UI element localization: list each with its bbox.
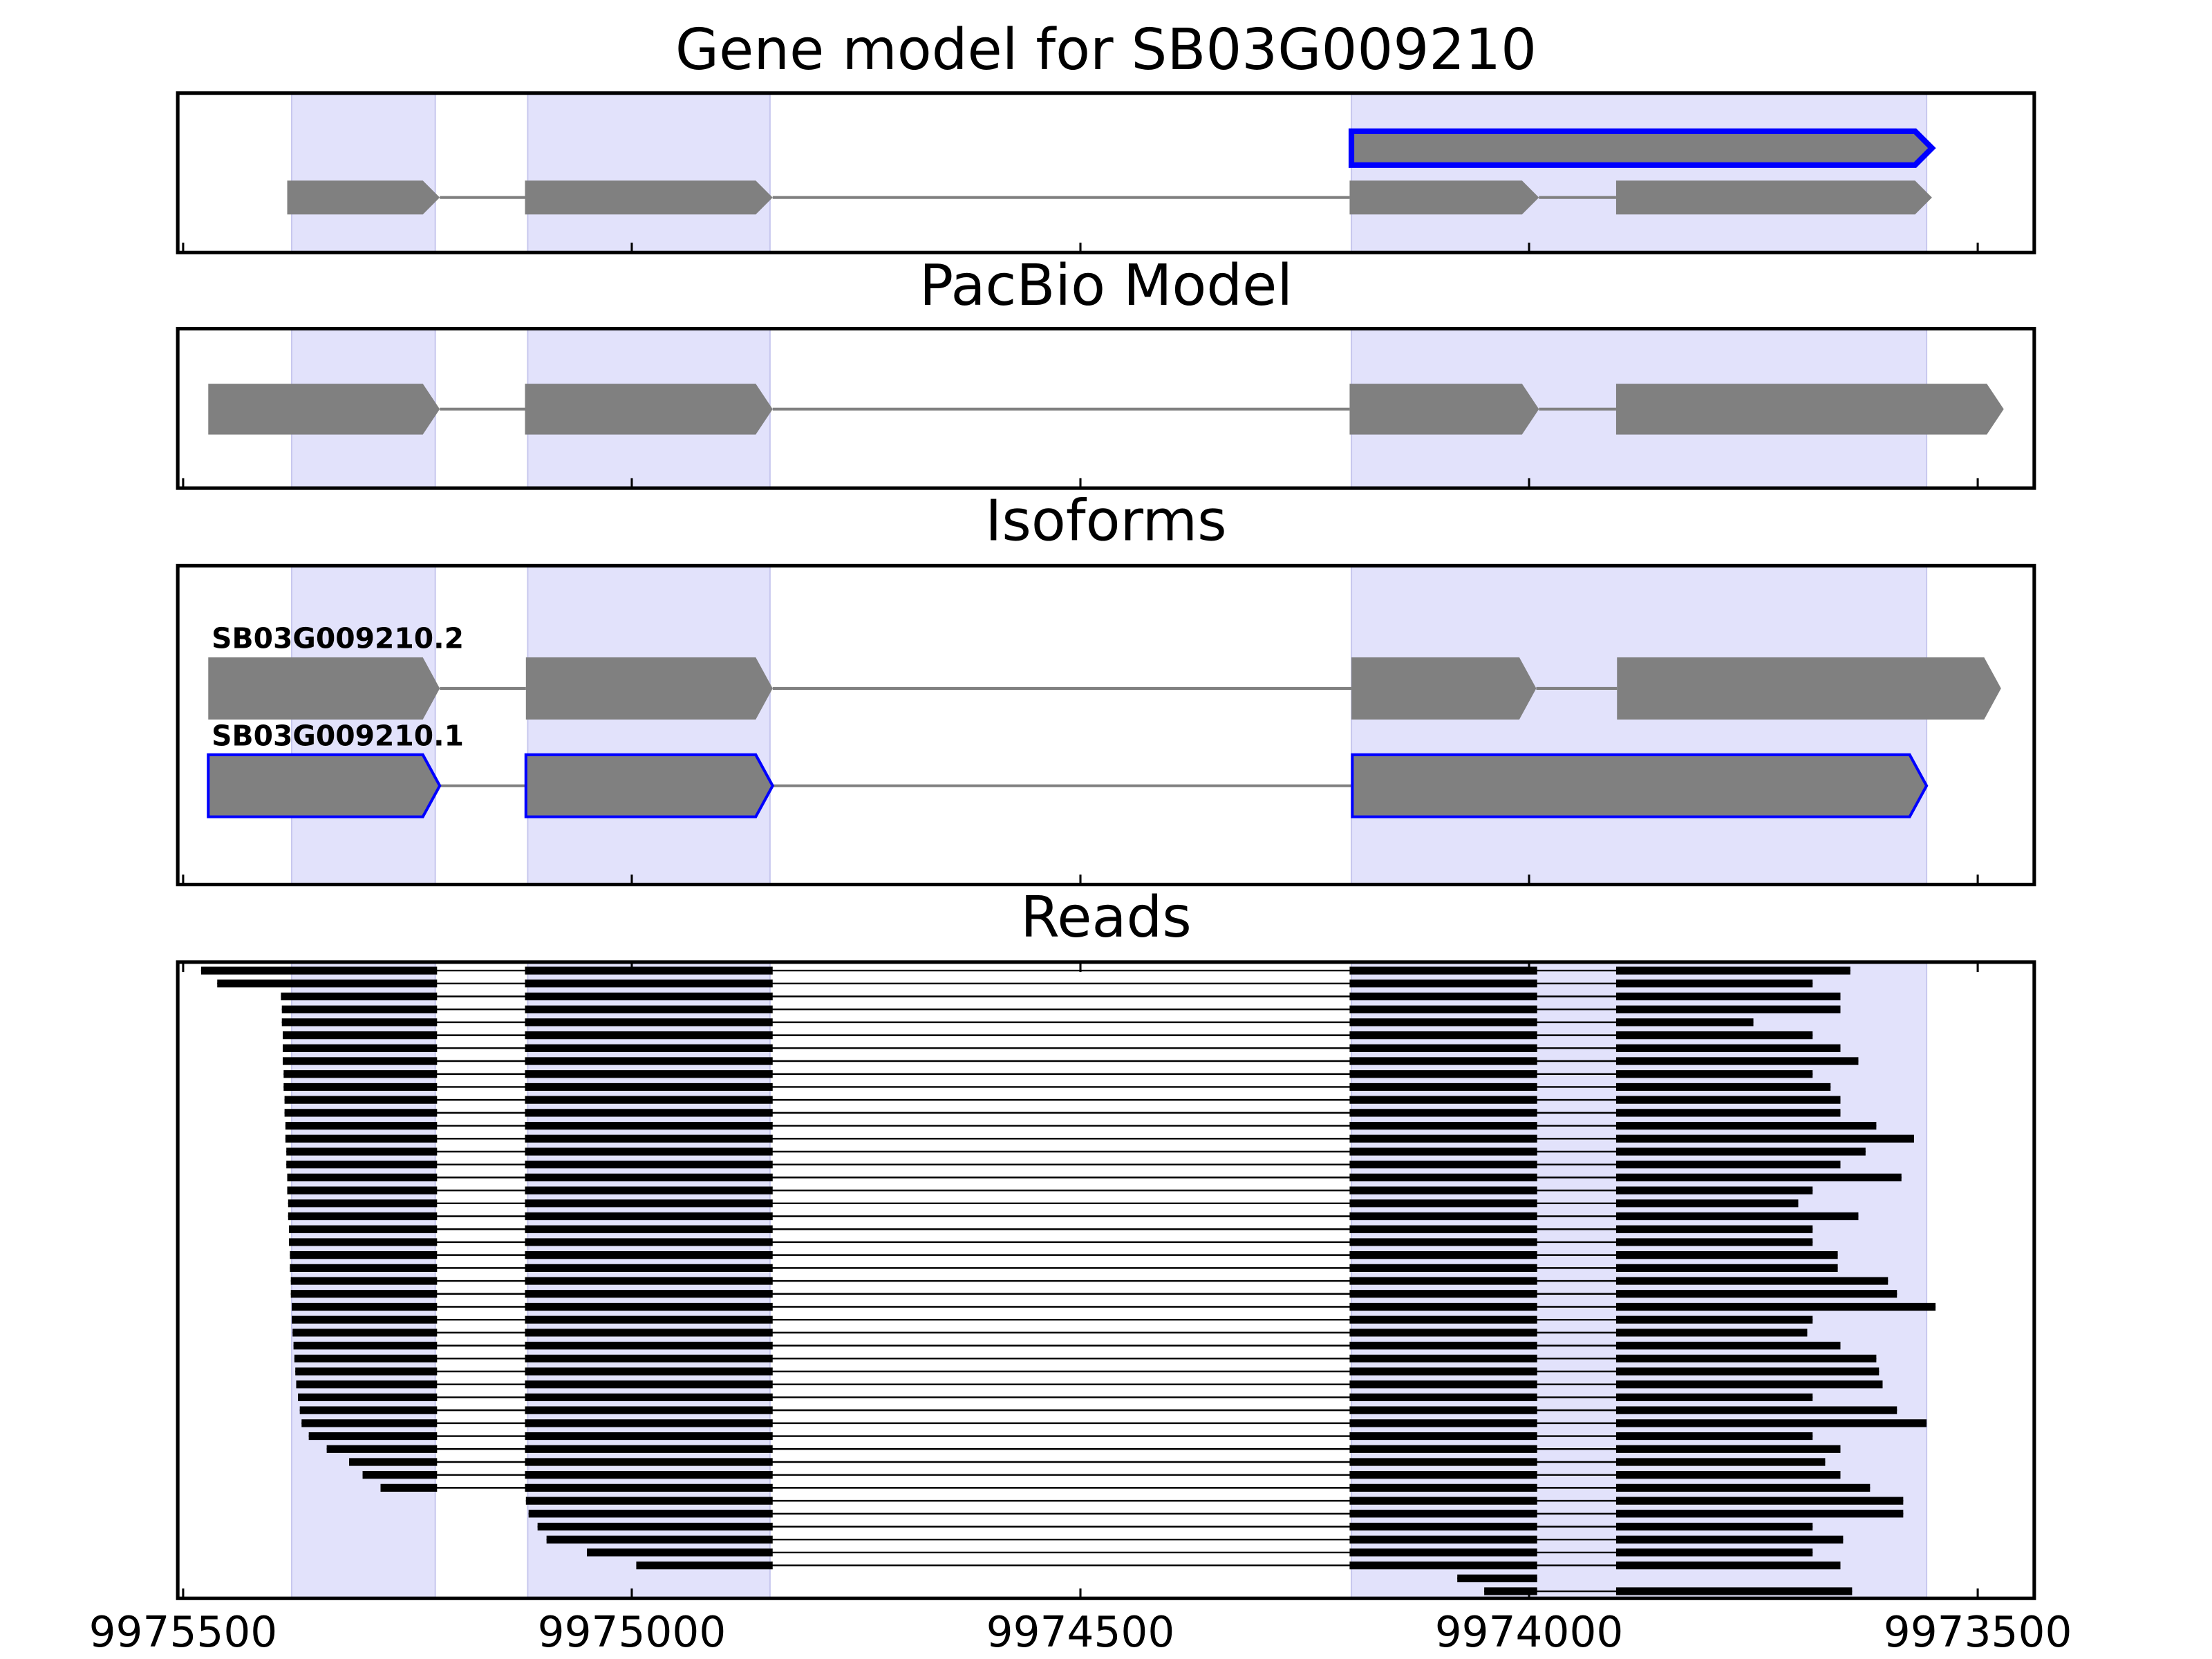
exon [1349, 180, 1539, 215]
exon-shade [290, 565, 436, 885]
exon [1615, 384, 2004, 435]
exon [1617, 657, 2001, 720]
panel-frame [176, 960, 2036, 1600]
panel-title: Gene model for SB03G009210 [675, 17, 1537, 83]
isoform-label: SB03G009210.1 [212, 719, 464, 752]
panel: Isoforms SB03G009210.2 SB03G009210.1 [176, 489, 2036, 887]
x-tick-label: 9973500 [1884, 1608, 2072, 1657]
x-tick-label: 9975500 [89, 1608, 278, 1657]
panel: PacBio Model [176, 253, 2036, 490]
exon [1351, 657, 1537, 720]
panel: Gene model for SB03G009210 [176, 17, 2036, 254]
exon [525, 180, 773, 215]
panel: Reads 9975500 9975000 9974500 9974000 9973500 [89, 885, 2072, 1657]
exon [525, 657, 773, 720]
panel-frame [176, 563, 2036, 887]
exon-shade [290, 92, 436, 254]
x-tick-label: 9974000 [1435, 1608, 1624, 1657]
exon-shade [1351, 92, 1928, 254]
panel-frame [176, 326, 2036, 490]
exon [525, 384, 773, 435]
exon [1351, 753, 1929, 818]
exon-shade [527, 92, 771, 254]
panel-title: PacBio Model [919, 253, 1293, 319]
exon [208, 384, 440, 435]
exon [208, 657, 440, 720]
x-tick-label: 9974500 [986, 1608, 1175, 1657]
exon [287, 180, 440, 215]
exon [207, 753, 442, 818]
isoform-label: SB03G009210.2 [212, 622, 464, 655]
exon-shade [1351, 565, 1928, 885]
exon [1348, 128, 1936, 168]
panel-title: Isoforms [985, 489, 1226, 554]
panel-frame [176, 91, 2036, 254]
exon [1349, 384, 1539, 435]
x-tick-label: 9975000 [538, 1608, 727, 1657]
panel-title: Reads [1020, 885, 1192, 950]
exon-shade [527, 565, 771, 885]
exon [524, 753, 775, 818]
exon [1615, 180, 1932, 215]
